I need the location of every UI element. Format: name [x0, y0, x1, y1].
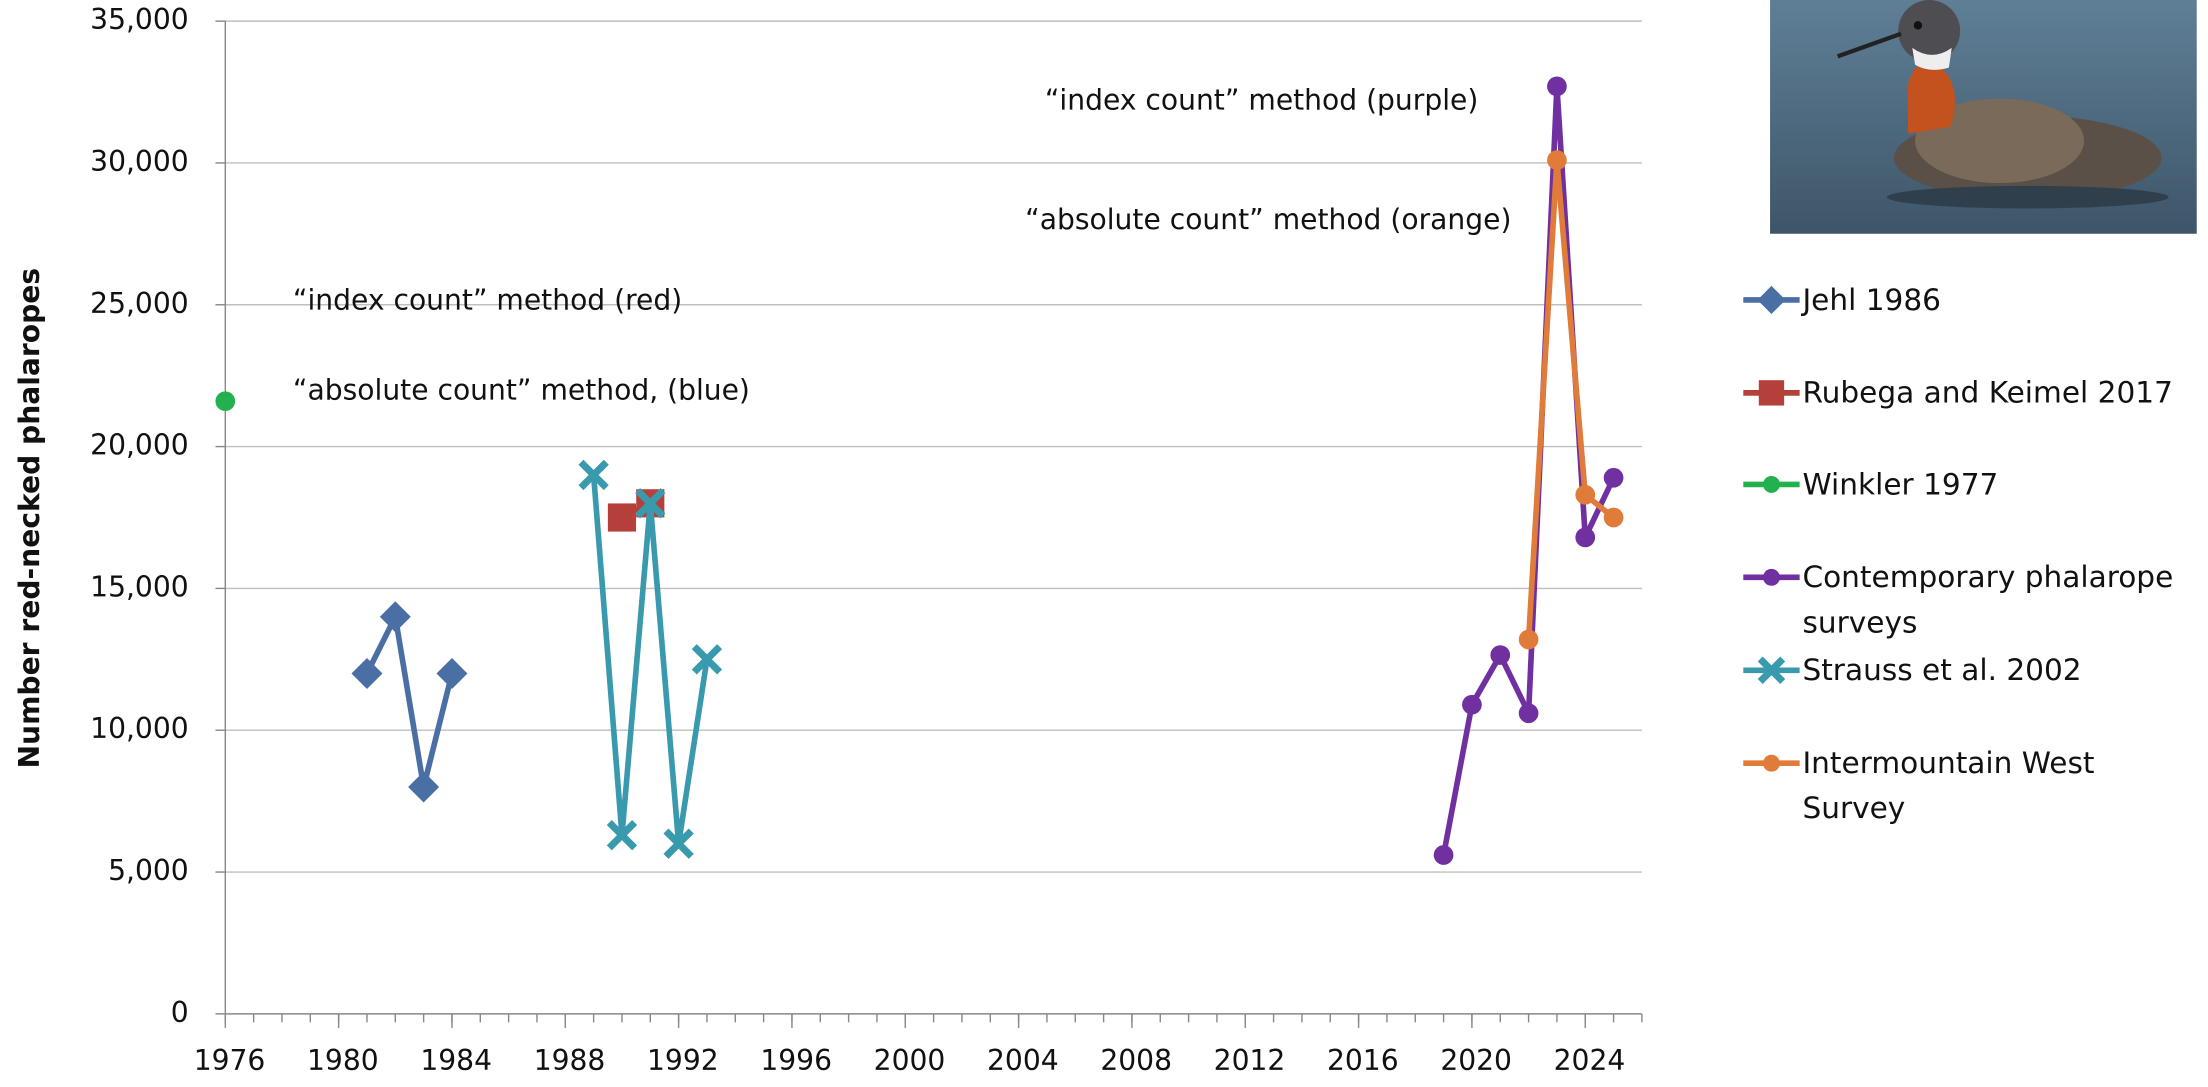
marker: [663, 828, 694, 859]
legend-item: Contemporary phalarope surveys: [1740, 555, 2203, 645]
legend-swatch: [1743, 656, 1800, 685]
marker: [1758, 380, 1785, 406]
legend-swatch: [1743, 754, 1800, 772]
marker: [1490, 645, 1511, 665]
legend-item: Winkler 1977: [1740, 462, 2203, 507]
marker: [1518, 703, 1539, 724]
marker: [1575, 527, 1596, 548]
legend-item: Intermountain West Survey: [1740, 741, 2203, 831]
marker: [1763, 475, 1780, 493]
legend-label: Strauss et al. 2002: [1802, 653, 2082, 688]
marker: [578, 459, 609, 491]
legend-label: Jehl 1986: [1802, 283, 1941, 317]
x-tick-label: 1988: [534, 1044, 606, 1077]
y-tick-label: 15,000: [90, 570, 189, 603]
legend-item: Rubega and Keimel 2017: [1740, 370, 2203, 415]
x-tick-label: 1996: [760, 1044, 832, 1077]
marker: [436, 658, 468, 689]
marker: [1575, 484, 1596, 505]
marker: [1763, 754, 1780, 772]
x-tick-label: 1984: [420, 1044, 492, 1077]
series-line: [1440, 83, 1617, 856]
x-tick-label: 2016: [1327, 1044, 1399, 1077]
annotation: “index count” method (red): [293, 283, 682, 316]
legend-label: Intermountain West Survey: [1802, 746, 2095, 826]
marker: [351, 658, 383, 689]
y-tick-label: 0: [171, 996, 189, 1029]
marker: [606, 820, 638, 851]
legend-label: Winkler 1977: [1802, 467, 1999, 502]
marker: [607, 503, 637, 532]
x-tick-label: 2012: [1214, 1044, 1286, 1077]
legend-swatch: [1743, 475, 1800, 493]
legend-label: Contemporary phalarope surveys: [1802, 560, 2174, 640]
y-tick-label: 35,000: [90, 3, 189, 36]
legend-swatch: [1743, 285, 1800, 315]
legend-item: Jehl 1986: [1740, 277, 2203, 322]
marker: [215, 391, 236, 412]
y-tick-label: 30,000: [90, 145, 189, 178]
marker: [1763, 568, 1780, 586]
annotation: “absolute count” method, (blue): [293, 373, 750, 406]
x-tick-label: 2020: [1440, 1044, 1512, 1077]
legend-item: Strauss et al. 2002: [1740, 648, 2203, 693]
marker: [1462, 694, 1482, 715]
annotation: “index count” method (purple): [1045, 83, 1479, 116]
marker: [1433, 845, 1454, 865]
marker: [408, 771, 440, 803]
marker: [691, 644, 723, 675]
legend-swatch: [1743, 380, 1800, 406]
marker: [1757, 285, 1786, 315]
x-tick-label: 1980: [307, 1044, 379, 1077]
marker: [635, 488, 666, 519]
x-tick-label: 2004: [987, 1044, 1059, 1077]
y-tick-label: 25,000: [90, 287, 189, 320]
annotation: “absolute count” method (orange): [1025, 203, 1511, 236]
marker: [1547, 76, 1567, 97]
marker: [1518, 629, 1539, 650]
legend-label: Rubega and Keimel 2017: [1802, 375, 2173, 410]
y-tick-label: 20,000: [90, 429, 189, 462]
series-line: [364, 613, 455, 790]
x-tick-label: 1992: [647, 1044, 719, 1077]
marker: [1757, 656, 1786, 685]
x-tick-label: 1976: [194, 1044, 266, 1077]
x-tick-label: 2008: [1100, 1044, 1172, 1077]
bird-photo: [1770, 0, 2197, 234]
x-tick-label: 2000: [874, 1044, 946, 1077]
series-line: [1525, 157, 1616, 640]
legend-swatch: [1743, 568, 1800, 586]
marker: [1603, 507, 1624, 528]
marker: [1603, 467, 1624, 488]
y-tick-label: 10,000: [90, 712, 189, 745]
marker: [1547, 150, 1567, 170]
y-tick-label: 5,000: [108, 854, 189, 887]
marker: [379, 601, 411, 633]
x-tick-label: 2024: [1554, 1044, 1626, 1077]
y-axis-label: Number red-necked phalaropes: [13, 268, 46, 769]
